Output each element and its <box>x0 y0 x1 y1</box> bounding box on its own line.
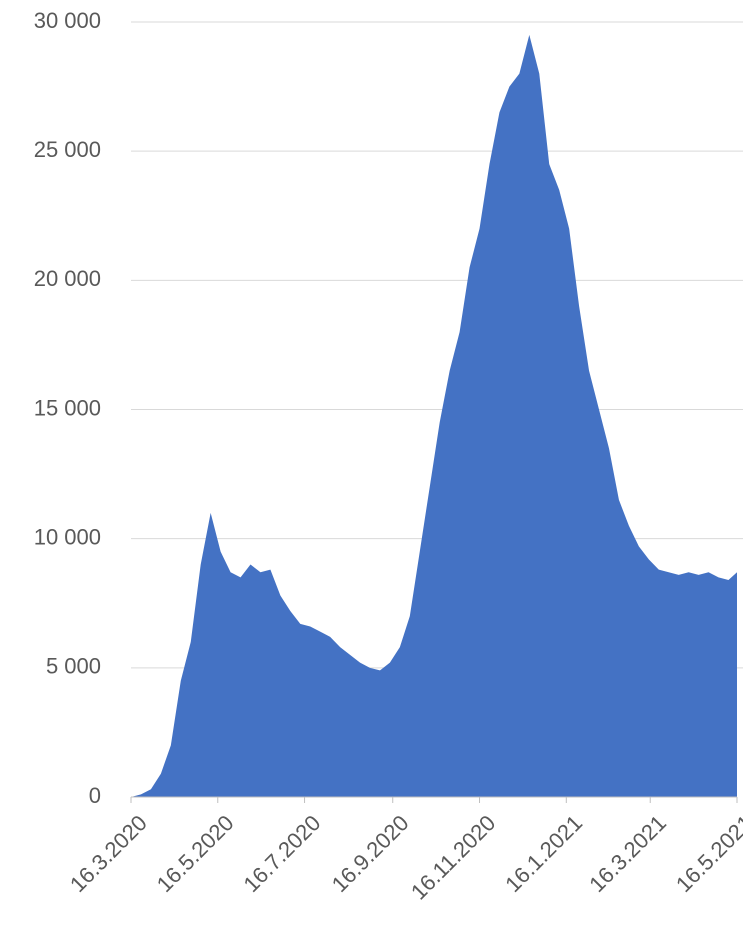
y-tick-label: 10 000 <box>34 524 101 549</box>
x-tick-label: 16.3.2021 <box>584 810 671 897</box>
x-tick-label: 16.9.2020 <box>327 810 414 897</box>
x-tick-label: 16.5.2020 <box>152 810 239 897</box>
x-tick-label: 16.1.2021 <box>500 810 587 897</box>
y-tick-label: 15 000 <box>34 395 101 420</box>
y-tick-label: 5 000 <box>46 654 101 679</box>
y-tick-label: 20 000 <box>34 266 101 291</box>
x-tick-label: 16.11.2020 <box>406 810 500 904</box>
y-tick-label: 0 <box>89 783 101 808</box>
y-tick-label: 25 000 <box>34 137 101 162</box>
area <box>131 34 737 798</box>
x-tick-label: 16.7.2020 <box>239 810 326 897</box>
y-tick-label: 30 000 <box>34 8 101 33</box>
x-tick-label: 16.3.2020 <box>65 810 152 897</box>
x-tick-label: 16.5.2021 <box>671 810 743 897</box>
